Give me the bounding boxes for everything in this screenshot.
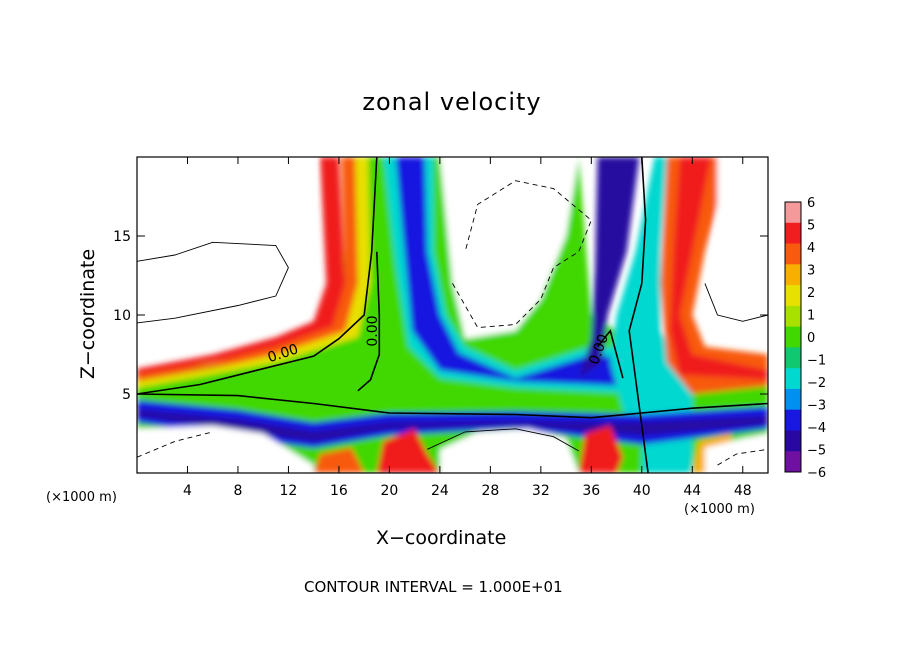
chart-title: zonal velocity <box>362 88 542 116</box>
x-unit-label-right: (×1000 m) <box>684 502 755 517</box>
contour-zero-1 <box>137 157 378 395</box>
colorbar-swatch <box>785 243 801 265</box>
field-region-pos5-bottom-c <box>578 425 623 473</box>
field-region-neg5-right <box>578 157 640 379</box>
colorbar-swatch <box>785 202 801 224</box>
contour-zero-5 <box>596 329 624 379</box>
contour-thin-1 <box>137 241 289 324</box>
contour-interval-note: CONTOUR INTERVAL = 1.000E+01 <box>304 578 563 596</box>
field-region-blank-4 <box>137 425 314 473</box>
x-axis-label: X−coordinate <box>376 527 507 549</box>
colorbar-swatch <box>785 285 801 307</box>
field-region-pos5-bottom-a <box>376 428 440 473</box>
colorbar-tick-label: 1 <box>807 309 815 324</box>
colorbar-tick-label: 3 <box>807 264 815 279</box>
colorbar-tick-label: −5 <box>807 444 826 459</box>
colorbar-tick-label: 4 <box>807 241 815 256</box>
x-tick-label: 8 <box>233 483 242 499</box>
field-region-blank-1 <box>137 157 314 331</box>
contour-zero-2 <box>357 251 381 392</box>
colorbar-tick-label: −4 <box>807 421 826 436</box>
colorbar-tick-label: −6 <box>807 466 826 481</box>
colorbar-swatch <box>785 347 801 369</box>
x-tick-label: 20 <box>380 483 398 499</box>
x-tick-label: 48 <box>734 483 752 499</box>
field-region-neg5-bottom <box>137 409 768 442</box>
x-tick-label: 16 <box>330 483 348 499</box>
colorbar-swatch <box>785 326 801 348</box>
colorbar-tick-label: 6 <box>807 196 815 211</box>
field-region-blank-5 <box>439 428 579 473</box>
field-region-blank-3 <box>711 157 768 331</box>
field-region-blank-2 <box>439 157 579 339</box>
field-region-neg4-jet <box>395 157 630 387</box>
field-region-pos5-right <box>669 157 768 380</box>
x-tick-label: 40 <box>633 483 651 499</box>
contour-dashed-1 <box>452 180 592 329</box>
x-tick-label: 44 <box>683 483 701 499</box>
contour-thin-3 <box>427 428 579 452</box>
colorbar-swatch <box>785 430 801 452</box>
colorbar-tick-label: 5 <box>807 219 815 234</box>
contour-zero-3 <box>137 393 768 419</box>
colorbar-tick-label: 0 <box>807 331 815 346</box>
x-unit-label-left: (×1000 m) <box>46 490 117 505</box>
x-tick-label: 4 <box>183 483 192 499</box>
colorbar-swatch <box>785 264 801 286</box>
contour-zero-4 <box>628 157 649 473</box>
y-axis-label: Z−coordinate <box>77 248 99 380</box>
x-tick-label: 12 <box>280 483 298 499</box>
colorbar-frame <box>784 201 802 473</box>
x-tick-label: 32 <box>532 483 550 499</box>
colorbar-swatch <box>785 409 801 431</box>
colorbar-tick-label: −2 <box>807 376 826 391</box>
colorbar-swatch <box>785 305 801 328</box>
colorbar-tick-label: −1 <box>807 354 826 369</box>
colorbar-swatch <box>785 451 801 473</box>
colorbar-tick-label: 2 <box>807 286 815 301</box>
contour-dashed-2 <box>137 431 213 458</box>
x-tick-label: 28 <box>481 483 499 499</box>
contour-thin-2 <box>704 283 768 322</box>
colorbar-swatch <box>785 368 801 390</box>
colorbar-swatch <box>785 222 801 245</box>
y-tick-label: 5 <box>122 387 131 403</box>
x-tick-label: 36 <box>582 483 600 499</box>
y-tick-label: 15 <box>113 229 131 245</box>
colorbar-tick-label: −3 <box>807 399 826 414</box>
x-tick-label: 24 <box>431 483 449 499</box>
colorbar-swatch <box>785 388 801 411</box>
y-tick-label: 10 <box>113 308 131 324</box>
field-region-neg2-right <box>591 157 693 473</box>
contour-label: 0.00 <box>365 315 381 346</box>
field-region-pos5-left <box>137 157 346 379</box>
field-region-zero <box>137 157 768 473</box>
field-region-pos4-bottom-b <box>313 447 365 473</box>
contour-dashed-3 <box>717 448 768 466</box>
